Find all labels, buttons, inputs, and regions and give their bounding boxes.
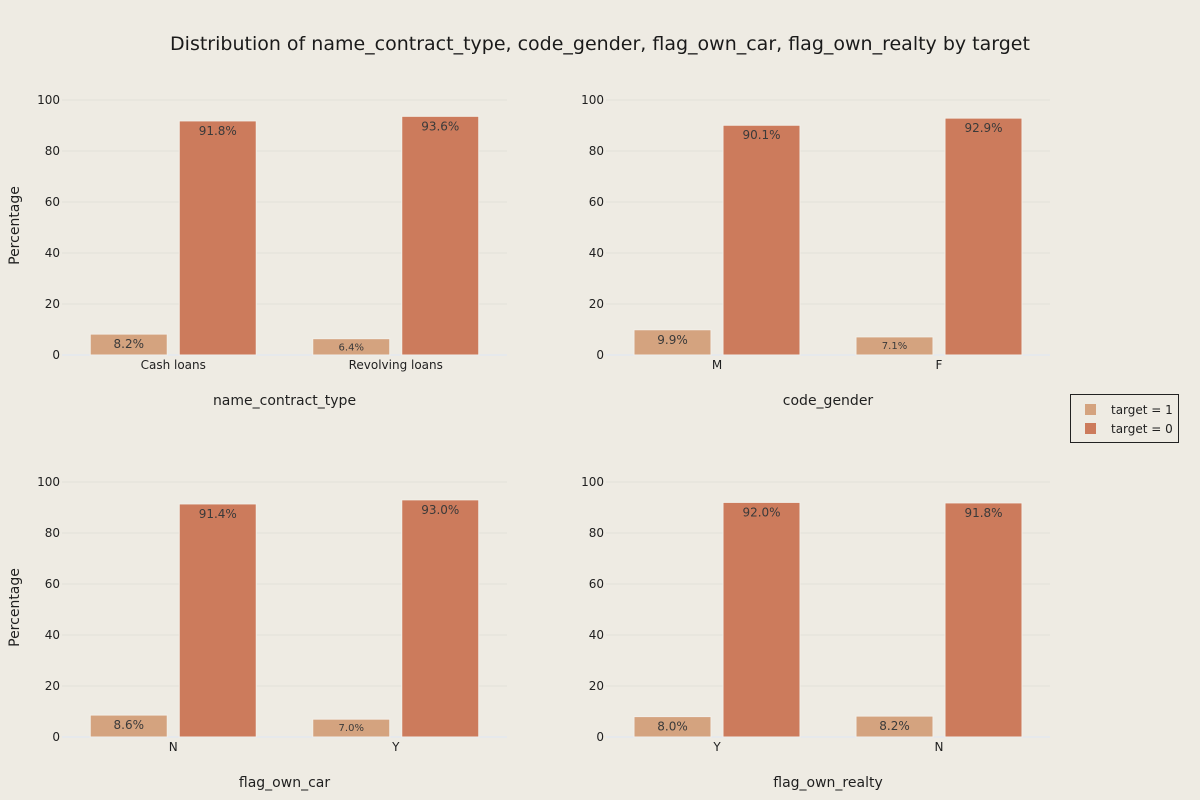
y-tick-label: 20 [45,297,60,311]
x-tick-label: N [169,740,178,754]
y-tick-label: 80 [45,144,60,158]
y-tick-label: 20 [589,297,604,311]
bar-target-1[interactable] [89,333,168,356]
y-tick-label: 100 [581,475,604,489]
x-tick-label: F [936,358,943,372]
x-tick-label: N [935,740,944,754]
bar-data-label: 9.9% [657,333,688,347]
y-axis-label: Percentage [7,186,23,265]
y-tick-label: 20 [45,679,60,693]
legend-entry-label[interactable]: target = 1 [1111,403,1173,417]
bar-target-0[interactable] [722,124,801,356]
x-axis-label: flag_own_car [239,775,330,791]
y-tick-label: 100 [37,93,60,107]
y-tick-label: 80 [45,526,60,540]
legend-swatch[interactable] [1085,423,1096,434]
y-tick-label: 80 [589,144,604,158]
bar-data-label: 90.1% [742,128,780,142]
bar-target-1[interactable] [855,715,934,738]
subplot-2: 0 20 40 60 80 100 9.9% 90.1% M 7.1% 92.9% Fcode_gen… [581,93,1050,409]
bar-data-label: 92.0% [742,505,780,519]
legend-swatch[interactable] [1085,404,1096,415]
legend-entry-label[interactable]: target = 0 [1111,422,1173,436]
x-axis-label: name_contract_type [213,393,356,409]
x-tick-label: Cash loans [141,358,206,372]
y-tick-label: 0 [596,348,604,362]
bar-target-0[interactable] [722,501,801,738]
bar-target-1[interactable] [89,714,168,738]
y-tick-label: 60 [589,577,604,591]
y-tick-label: 100 [37,475,60,489]
bar-data-label: 8.2% [879,719,910,733]
y-tick-label: 40 [589,246,604,260]
subplot-1: 0 20 40 60 80 100 8.2% 91.8% Cash loans 6.4% 93.6%… [7,93,507,409]
x-tick-label: Y [391,740,400,754]
x-axis-label: flag_own_realty [773,775,882,791]
chart-title: Distribution of name_contract_type, code… [170,33,1030,55]
y-tick-label: 40 [45,246,60,260]
bar-target-1[interactable] [633,716,712,738]
y-tick-label: 60 [589,195,604,209]
y-tick-label: 0 [596,730,604,744]
bar-target-1[interactable] [312,718,391,738]
subplot-3: 0 20 40 60 80 100 8.6% 91.4% N 7.0% 93.0% Yflag_own… [7,475,507,791]
y-tick-label: 0 [52,730,60,744]
x-tick-label: M [712,358,722,372]
legend-box [1070,394,1179,443]
y-tick-label: 60 [45,195,60,209]
bar-data-label: 93.0% [421,503,459,517]
subplots: 0 20 40 60 80 100 8.2% 91.8% Cash loans 6.4% 93.6%… [7,93,1050,791]
y-tick-label: 40 [589,628,604,642]
y-tick-label: 80 [589,526,604,540]
bar-data-label: 7.1% [882,341,907,352]
bar-data-label: 7.0% [339,723,364,734]
bar-data-label: 92.9% [964,121,1002,135]
bar-data-label: 91.8% [964,506,1002,520]
bar-data-label: 6.4% [339,343,364,354]
bar-target-0[interactable] [944,502,1023,738]
y-tick-label: 20 [589,679,604,693]
bar-target-1[interactable] [855,336,934,356]
bar-data-label: 93.6% [421,119,459,133]
subplot-4: 0 20 40 60 80 100 8.0% 92.0% Y 8.2% 91.8% Nflag_own… [581,475,1050,791]
bar-data-label: 91.8% [199,124,237,138]
bar-target-0[interactable] [944,117,1023,356]
bar-target-1[interactable] [312,338,391,356]
bar-target-0[interactable] [178,120,257,356]
bar-target-1[interactable] [633,329,712,356]
x-axis-label: code_gender [783,393,874,409]
x-tick-label: Y [712,740,721,754]
y-tick-label: 40 [45,628,60,642]
y-tick-label: 60 [45,577,60,591]
bar-data-label: 8.2% [114,337,145,351]
x-tick-label: Revolving loans [349,358,443,372]
legend[interactable]: target = 1 target = 0 [1070,394,1179,443]
bar-target-0[interactable] [401,499,480,738]
y-axis-label: Percentage [7,568,23,647]
bar-data-label: 91.4% [199,507,237,521]
bar-data-label: 8.0% [657,720,688,734]
y-tick-label: 0 [52,348,60,362]
y-tick-label: 100 [581,93,604,107]
bar-target-0[interactable] [401,115,480,356]
bar-data-label: 8.6% [114,718,145,732]
bar-target-0[interactable] [178,503,257,738]
